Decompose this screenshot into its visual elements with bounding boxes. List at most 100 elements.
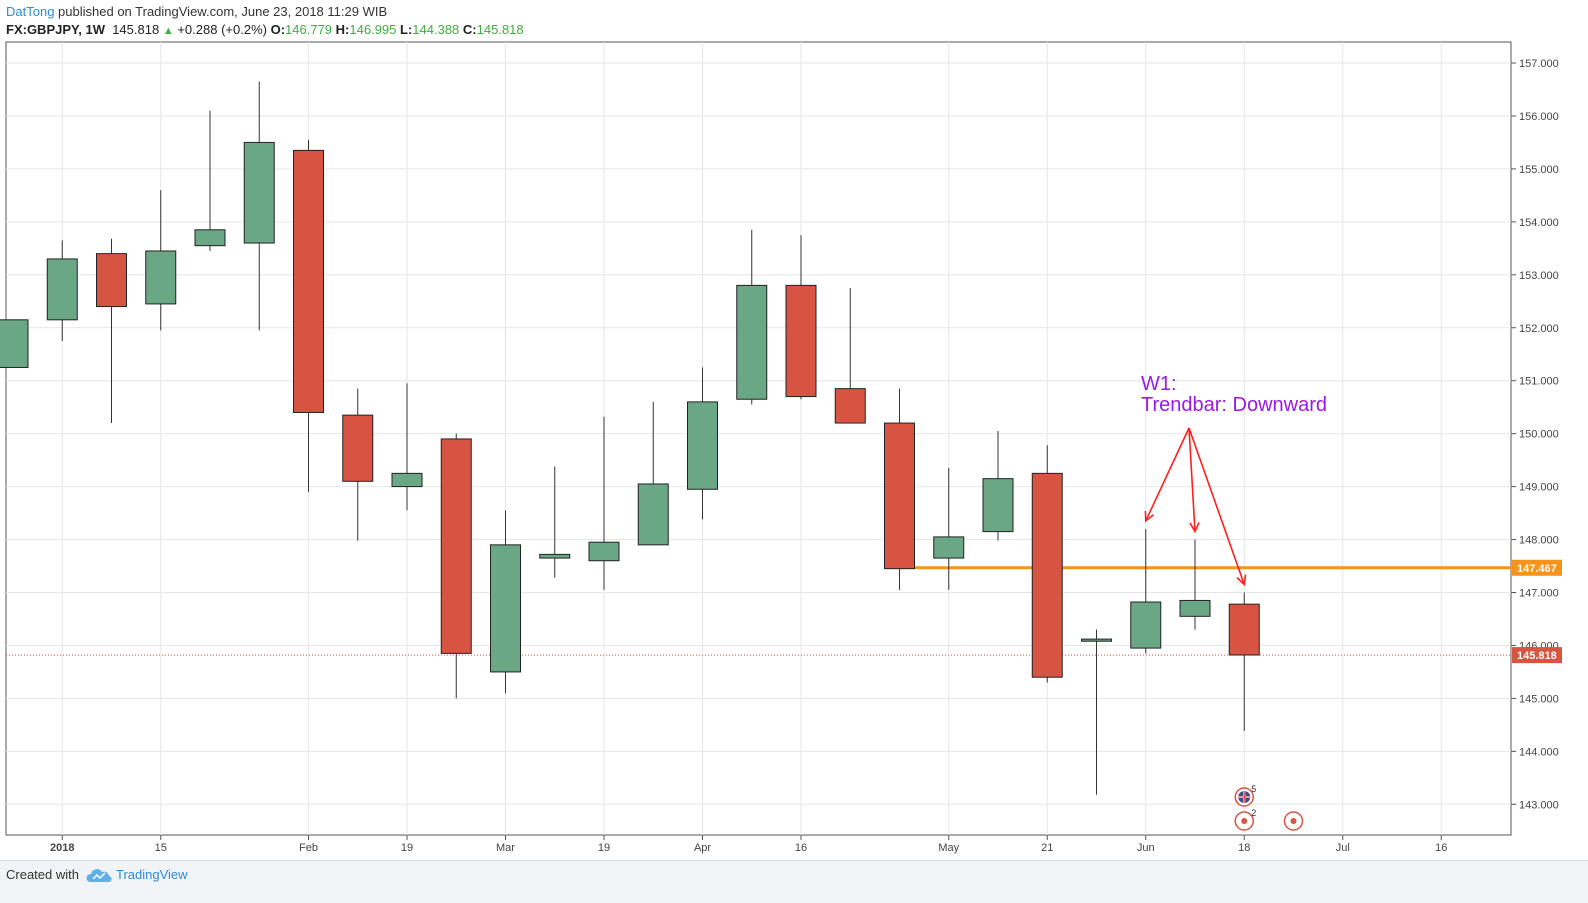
event-dot-icon[interactable]	[1283, 811, 1304, 831]
candle[interactable]	[96, 238, 127, 424]
open-label: O:	[270, 22, 286, 37]
x-tick-label: 19	[598, 842, 610, 854]
tradingview-cloud-icon	[86, 869, 112, 883]
candle[interactable]	[588, 416, 620, 590]
level-layer	[6, 566, 1511, 656]
candle[interactable]	[1130, 528, 1162, 654]
candle-body-down	[342, 414, 374, 482]
published-text: published on TradingView.com, June 23, 2…	[58, 4, 388, 19]
candle-body-up	[46, 258, 78, 321]
y-tick-label: 149.000	[1519, 482, 1559, 494]
candle[interactable]	[1031, 445, 1063, 683]
y-tick-label: 152.000	[1519, 323, 1559, 335]
marker-count: 2	[1251, 808, 1256, 818]
x-tick-label: Mar	[496, 842, 515, 854]
candle[interactable]	[785, 235, 817, 400]
author-link[interactable]: DatTong	[6, 4, 55, 19]
x-tick-label: 16	[795, 842, 807, 854]
arrow-line	[1188, 427, 1196, 532]
candle[interactable]	[0, 319, 29, 368]
x-tick-label: 16	[1435, 842, 1447, 854]
y-tick-label: 153.000	[1519, 270, 1559, 282]
y-tick-label: 157.000	[1519, 58, 1559, 70]
y-tick-label: 156.000	[1519, 111, 1559, 123]
low-value: 144.388	[412, 22, 460, 37]
close-value: 145.818	[476, 22, 524, 37]
candle-body-up	[933, 536, 965, 559]
candle[interactable]	[933, 468, 965, 590]
x-tick-label: 19	[401, 842, 413, 854]
high-label: H:	[335, 22, 350, 37]
y-tick-label: 147.000	[1519, 588, 1559, 600]
axes: 143.000144.000145.000146.000147.000148.0…	[50, 58, 1562, 854]
candle[interactable]	[194, 110, 226, 251]
candle[interactable]	[539, 466, 571, 578]
candle-body-up	[1130, 601, 1162, 649]
y-tick-label: 143.000	[1519, 799, 1559, 811]
candle[interactable]	[1081, 629, 1112, 795]
candle[interactable]	[736, 229, 768, 405]
candle[interactable]	[490, 510, 521, 694]
candles	[0, 81, 1260, 795]
x-tick-label: Apr	[694, 842, 711, 854]
candle[interactable]	[687, 367, 718, 520]
candle[interactable]	[884, 388, 915, 590]
candle[interactable]	[982, 431, 1014, 541]
candle[interactable]	[637, 401, 669, 546]
x-tick-label: Feb	[299, 842, 318, 854]
event-markers: 52	[1234, 784, 1304, 831]
candle-body-down	[1031, 472, 1063, 678]
y-tick-label: 150.000	[1519, 429, 1559, 441]
annotation-text[interactable]: W1:	[1141, 373, 1177, 395]
x-tick-label: May	[938, 842, 959, 854]
event-dot-icon[interactable]: 2	[1234, 808, 1256, 831]
x-tick-label: 18	[1238, 842, 1250, 854]
candle[interactable]	[1179, 539, 1211, 630]
candle[interactable]	[145, 190, 177, 331]
candle[interactable]	[440, 433, 472, 699]
arrow-head	[1144, 510, 1155, 523]
candle-body-up	[539, 553, 571, 559]
candle[interactable]	[293, 139, 324, 492]
candle-body-up	[391, 472, 423, 488]
candle[interactable]	[46, 240, 78, 341]
candle-body-down	[440, 438, 472, 654]
up-triangle-icon: ▲	[162, 25, 174, 37]
footer: Created with TradingView	[0, 860, 1588, 903]
candle[interactable]	[1228, 592, 1260, 731]
low-label: L:	[400, 22, 413, 37]
candle-body-down	[785, 284, 817, 398]
candle[interactable]	[243, 81, 275, 331]
annotation: W1:Trendbar: Downward	[1141, 373, 1327, 587]
candle-body-up	[736, 284, 768, 400]
created-with-label: Created with	[6, 867, 79, 882]
candle-body-down	[1228, 603, 1260, 656]
annotation-text[interactable]: Trendbar: Downward	[1141, 394, 1327, 416]
candle-body-up	[1081, 638, 1112, 642]
candle[interactable]	[834, 288, 866, 424]
arrow-head	[1236, 574, 1247, 587]
candlestick-chart[interactable]: W1:Trendbar: Downward 52 143.000144.0001…	[0, 0, 1588, 862]
change-value: +0.288 (+0.2%)	[177, 22, 267, 37]
arrow-line	[1188, 427, 1246, 585]
y-tick-label: 148.000	[1519, 535, 1559, 547]
candle-body-down	[96, 253, 127, 308]
candle-body-up	[145, 250, 177, 305]
candle-body-up	[243, 141, 275, 244]
y-tick-label: 154.000	[1519, 217, 1559, 229]
candle[interactable]	[342, 388, 374, 541]
marker-dot	[1290, 818, 1297, 824]
symbol-label: FX:GBPJPY, 1W	[6, 22, 105, 37]
open-value: 146.779	[285, 22, 333, 37]
y-tick-label: 155.000	[1519, 164, 1559, 176]
candle-body-up	[1179, 599, 1211, 617]
marker-count: 5	[1251, 784, 1256, 794]
economic-event-flag-icon[interactable]: 5	[1234, 784, 1256, 807]
last-price-tag-bg	[1512, 647, 1562, 664]
close-label: C:	[462, 22, 477, 37]
last-price-tag: 145.818	[1517, 650, 1557, 662]
candle-body-down	[834, 388, 866, 424]
candle[interactable]	[391, 383, 423, 511]
tradingview-link[interactable]: TradingView	[116, 867, 188, 882]
